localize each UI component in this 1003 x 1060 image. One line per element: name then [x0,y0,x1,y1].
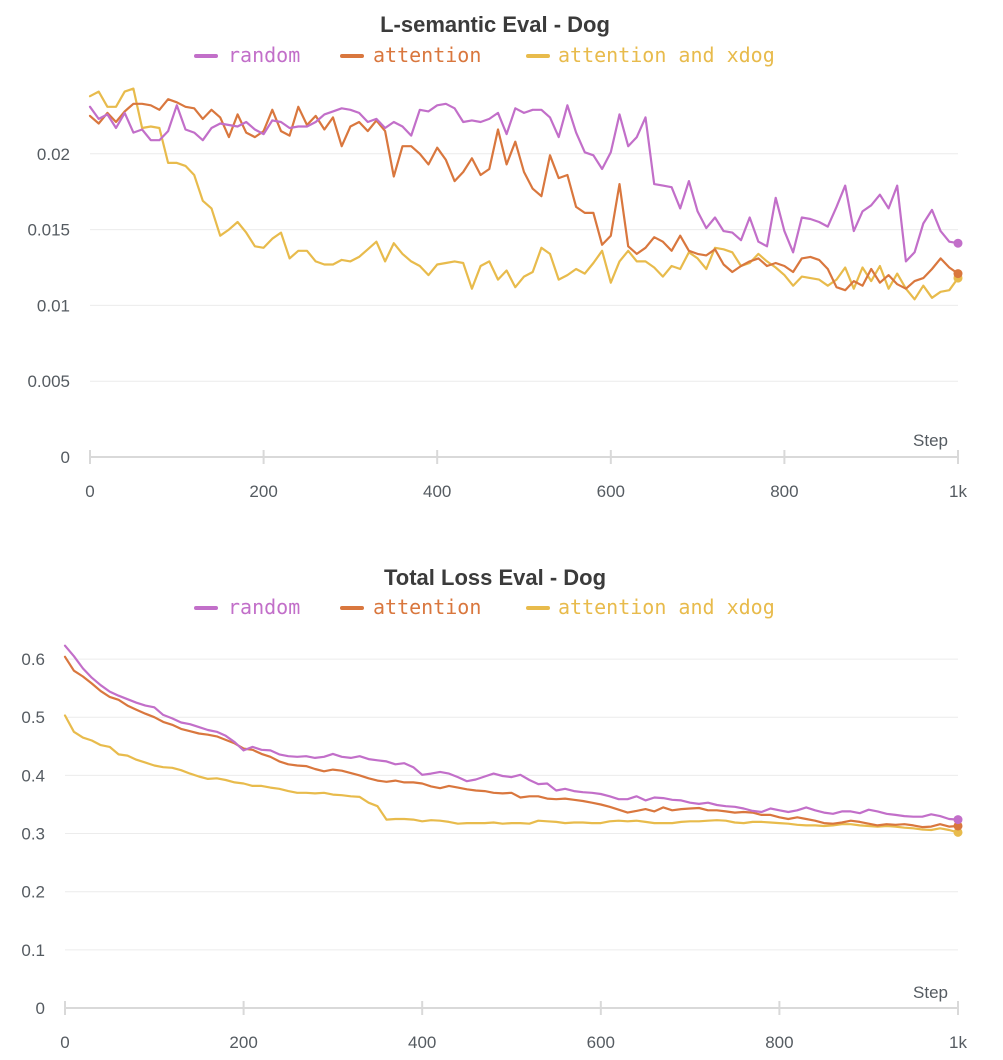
y-axis-ticks: 0 0.005 0.01 0.015 0.02 [27,145,70,467]
legend-item[interactable]: attention and xdog [526,595,775,619]
chart-title: L-semantic Eval - Dog [380,12,610,37]
y-tick-label: 0.1 [21,941,45,960]
x-axis-label: Step [913,983,948,1002]
legend-label: random [228,595,300,619]
legend-item[interactable]: random [194,595,300,619]
y-axis-ticks: 0 0.1 0.2 0.3 0.4 0.5 0.6 [21,650,45,1018]
legend-item[interactable]: attention and xdog [526,43,775,67]
y-tick-label: 0.6 [21,650,45,669]
x-tick-label: 800 [765,1033,793,1052]
x-axis: 0 200 400 600 800 1k [60,1001,967,1052]
grid-lines [90,153,958,382]
x-tick-label: 0 [85,482,94,501]
x-tick-label: 200 [249,482,277,501]
series-end-point [953,815,963,825]
total-loss-chart: Total Loss Eval - Dog random attention att… [21,565,967,1052]
series-line-random [63,644,960,821]
x-tick-label: 400 [423,482,451,501]
legend-label: attention and xdog [558,595,775,619]
x-tick-label: 1k [949,1033,967,1052]
x-tick-label: 600 [597,482,625,501]
series-line-attention_xdog [63,714,960,834]
legend-item[interactable]: random [194,43,300,67]
x-tick-label: 1k [949,482,967,501]
series-end-point [953,269,963,279]
x-tick-label: 800 [770,482,798,501]
x-tick-label: 600 [587,1033,615,1052]
series-lines [88,87,963,301]
y-tick-label: 0 [61,448,70,467]
y-tick-label: 0 [36,999,45,1018]
legend-label: attention [373,595,481,619]
series-lines [63,644,963,837]
grid-lines [65,658,958,951]
y-tick-label: 0.2 [21,883,45,902]
y-tick-label: 0.5 [21,708,45,727]
y-tick-label: 0.01 [37,296,70,315]
series-line-random [88,102,960,263]
series-line-attention [88,98,960,292]
series-end-point [953,827,963,837]
series-line-attention [63,655,960,829]
y-tick-label: 0.005 [27,372,70,391]
x-axis-label: Step [913,431,948,450]
legend-item[interactable]: attention [340,43,481,67]
chart-legend: random attention attention and xdog [194,595,775,619]
series-end-point [953,238,963,248]
series-end-point [953,821,963,831]
series-line-attention_xdog [88,87,960,301]
x-tick-label: 0 [60,1033,69,1052]
y-tick-label: 0.015 [27,221,70,240]
chart-title: Total Loss Eval - Dog [384,565,606,590]
y-tick-label: 0.4 [21,766,45,785]
x-tick-label: 200 [229,1033,257,1052]
l-semantic-chart: L-semantic Eval - Dog random attention att… [27,12,967,501]
y-tick-label: 0.02 [37,145,70,164]
x-axis: 0 200 400 600 800 1k [85,450,967,501]
legend-label: attention and xdog [558,43,775,67]
y-tick-label: 0.3 [21,825,45,844]
legend-item[interactable]: attention [340,595,481,619]
legend-label: attention [373,43,481,67]
x-tick-label: 400 [408,1033,436,1052]
chart-legend: random attention attention and xdog [194,43,775,67]
legend-label: random [228,43,300,67]
